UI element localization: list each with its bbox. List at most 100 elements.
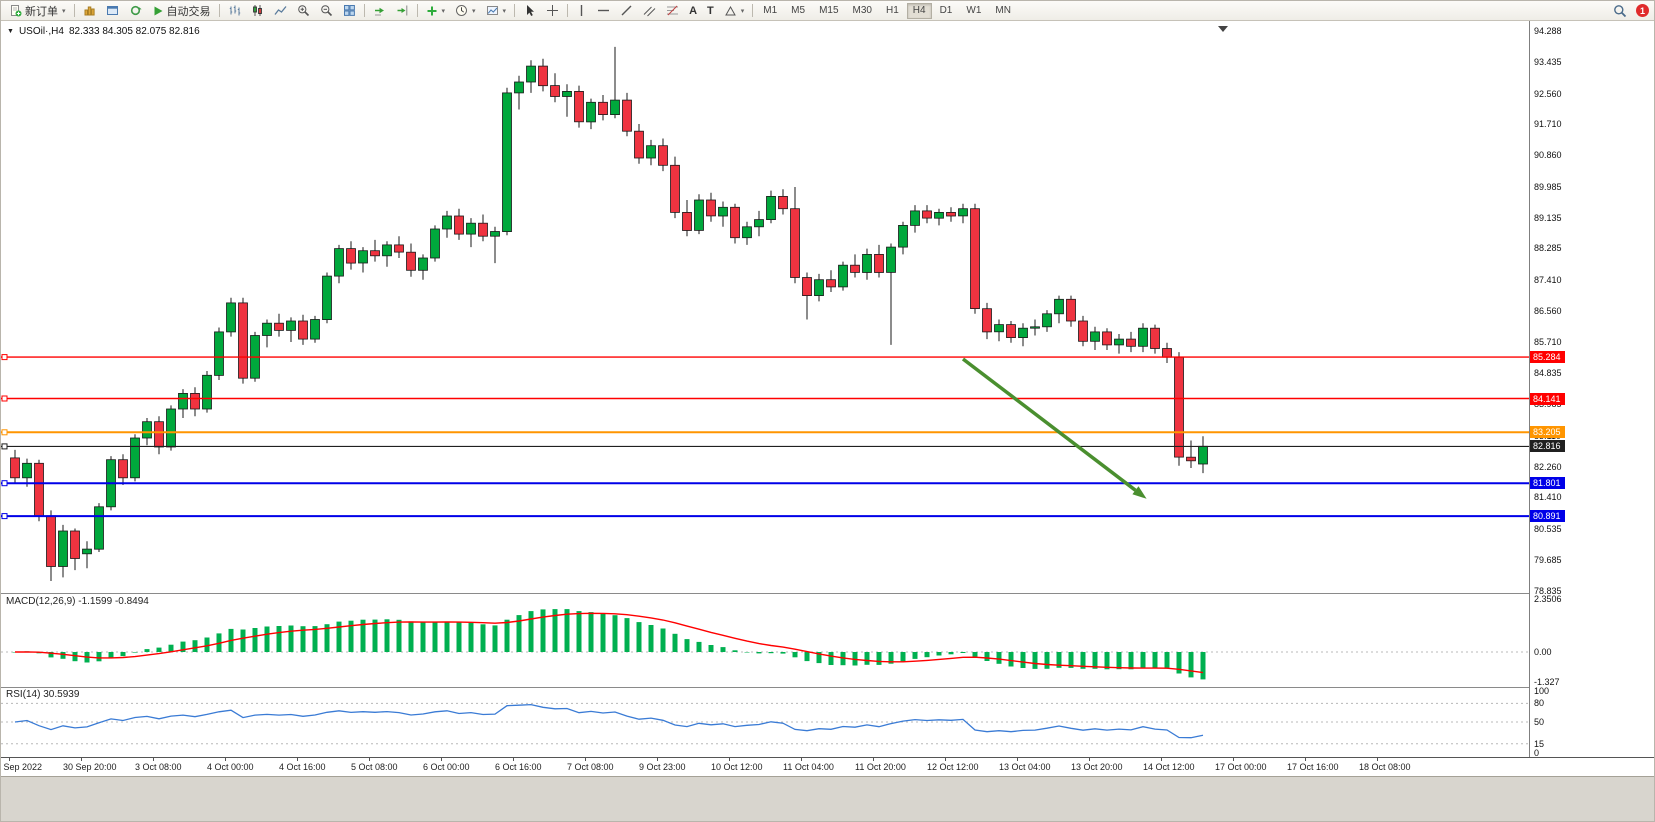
chart-shift-marker[interactable] — [1218, 26, 1228, 32]
vertical-line-icon — [576, 4, 587, 17]
periods-button[interactable]: ▾ — [450, 2, 481, 20]
rsi-panel-canvas[interactable] — [1, 688, 1529, 756]
time-axis-tick — [801, 758, 802, 761]
auto-trading-label: 自动交易 — [166, 5, 211, 18]
timeframe-button-m30[interactable]: M30 — [852, 5, 872, 16]
macd-histogram-bar — [324, 624, 330, 652]
line-handle[interactable] — [1, 354, 8, 361]
candle-body — [718, 206, 728, 217]
macd-histogram-bar — [1140, 652, 1146, 669]
price-level-badge: 82.816 — [1530, 440, 1565, 453]
panel-separator[interactable] — [1, 593, 1654, 594]
vertical-line-tool-button[interactable] — [571, 2, 592, 20]
line-chart-mode-button[interactable] — [269, 2, 292, 20]
line-handle[interactable] — [1, 395, 8, 402]
candle-body — [502, 92, 512, 232]
price-level-badge: 84.141 — [1530, 392, 1565, 405]
auto-scroll-button[interactable] — [368, 2, 391, 20]
line-handle[interactable] — [1, 513, 8, 520]
candle-body — [610, 99, 620, 115]
price-axis[interactable]: 94.288 93.435 92.560 91.710 90.860 89.985 89.1… — [1529, 21, 1654, 758]
timeframe-button-m5[interactable]: M5 — [791, 5, 806, 16]
price-level-badge: 85.284 — [1530, 351, 1565, 364]
timeframe-group: M1 M5 M15 M30 H1 H4 D1 W1 MN — [756, 2, 1018, 19]
chevron-down-icon: ▾ — [62, 7, 66, 15]
candle-body — [742, 226, 752, 239]
charts-button[interactable] — [78, 2, 101, 20]
macd-histogram-bar — [492, 625, 498, 652]
timeframe-button-d1[interactable]: D1 — [939, 5, 953, 16]
time-axis-tick — [153, 758, 154, 761]
candle-body — [982, 308, 992, 333]
price-axis-tick: 78.835 — [1534, 585, 1562, 596]
macd-panel-canvas[interactable] — [1, 594, 1529, 687]
price-axis-tick: 89.135 — [1534, 212, 1562, 223]
notification-badge[interactable]: 1 — [1636, 4, 1649, 17]
label-tool-button[interactable]: T — [702, 2, 719, 20]
timeframe-button-m1[interactable]: M1 — [763, 5, 778, 16]
chevron-down-icon: ▾ — [740, 7, 745, 15]
candle-body — [958, 208, 968, 217]
macd-histogram-bar — [1080, 652, 1086, 669]
horizontal-line-tool-button[interactable] — [592, 2, 615, 20]
profiles-button[interactable] — [101, 2, 124, 20]
candle-body — [766, 195, 776, 220]
timeframe-button-mn[interactable]: MN — [995, 5, 1011, 16]
zoom-in-button[interactable] — [292, 2, 315, 20]
shapes-tool-button[interactable]: ▾ — [719, 2, 750, 20]
chart-shift-button[interactable] — [391, 2, 414, 20]
text-tool-button[interactable]: A — [684, 2, 702, 20]
label-tool-icon: T — [707, 4, 714, 17]
candle-body — [130, 437, 140, 479]
crosshair-tool-button[interactable] — [541, 2, 564, 20]
macd-histogram-bar — [768, 652, 774, 654]
refresh-button[interactable] — [124, 2, 147, 20]
channel-tool-button[interactable] — [638, 2, 661, 20]
template-image-icon — [486, 4, 499, 17]
time-axis-tick — [585, 758, 586, 761]
candle-body — [538, 65, 548, 87]
bar-chart-mode-button[interactable] — [223, 2, 246, 20]
auto-trading-button[interactable]: 自动交易 — [147, 2, 216, 20]
trendline-tool-button[interactable] — [615, 2, 638, 20]
line-handle[interactable] — [1, 429, 8, 436]
candle-body — [490, 231, 500, 237]
price-axis-tick: 90.860 — [1534, 150, 1562, 161]
line-handle[interactable] — [1, 480, 8, 487]
timeframe-button-w1[interactable]: W1 — [966, 5, 982, 16]
timeframe-button-m15[interactable]: M15 — [819, 5, 839, 16]
price-chart-canvas[interactable] — [1, 21, 1529, 594]
add-indicator-button[interactable]: ▾ — [421, 2, 451, 20]
macd-histogram-bar — [636, 622, 642, 652]
symbol-dropdown-icon[interactable]: ▼ — [7, 28, 14, 35]
tile-windows-button[interactable] — [338, 2, 361, 20]
candle-body — [1066, 298, 1076, 322]
candle-body — [730, 206, 740, 239]
fibonacci-tool-button[interactable] — [661, 2, 684, 20]
candlestick-mode-button[interactable] — [246, 2, 269, 20]
time-axis-label: 17 Oct 16:00 — [1287, 762, 1339, 772]
cursor-tool-button[interactable] — [518, 2, 541, 20]
candle-body — [442, 215, 452, 230]
candle-body — [922, 210, 932, 219]
zoom-out-button[interactable] — [315, 2, 338, 20]
time-axis[interactable]: 30 Sep 2022 30 Sep 20:00 3 Oct 08:00 4 Oct … — [1, 757, 1654, 776]
candle-body — [550, 85, 560, 97]
time-axis-tick — [513, 758, 514, 761]
candle-body — [754, 219, 764, 228]
arrow-object[interactable] — [961, 357, 1137, 492]
timeframe-button-h1[interactable]: H1 — [885, 5, 899, 16]
candle-body — [898, 224, 908, 248]
new-order-button[interactable]: 新订单 ▾ — [4, 2, 71, 20]
price-level-badge: 80.891 — [1530, 510, 1565, 523]
search-button[interactable] — [1608, 2, 1632, 20]
macd-histogram-bar — [876, 652, 882, 665]
templates-button[interactable]: ▾ — [481, 2, 512, 20]
panel-separator[interactable] — [1, 687, 1654, 688]
arrow-head[interactable] — [1132, 486, 1147, 499]
line-handle[interactable] — [1, 443, 8, 450]
timeframe-button-h4[interactable]: H4 — [906, 2, 932, 19]
price-axis-tick: 79.685 — [1534, 554, 1562, 565]
line-chart-icon — [274, 4, 287, 17]
macd-histogram-bar — [396, 619, 402, 652]
